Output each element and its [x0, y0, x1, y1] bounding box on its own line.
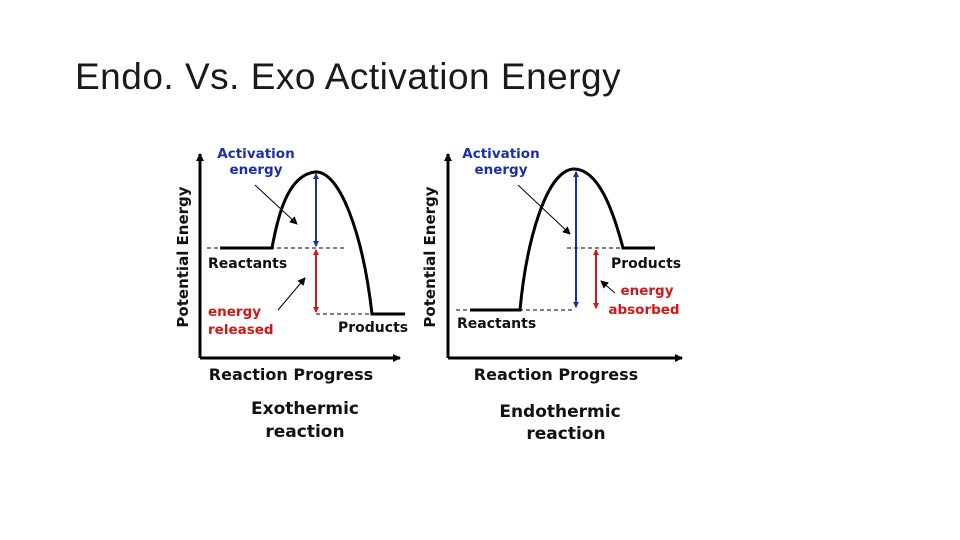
endo-products-label: Products [611, 256, 681, 272]
exo-products-label: Products [338, 320, 408, 336]
endo-x-axis-label: Reaction Progress [474, 365, 638, 384]
endo-caption-line1: Endothermic [499, 402, 620, 422]
exo-energy-released-line1: energy [208, 304, 261, 320]
exo-y-axis-label: Potential Energy [174, 186, 192, 327]
exothermic-panel: Potential Energy Activation energy React… [174, 146, 408, 442]
endo-absorbed-pointer [600, 280, 616, 294]
slide-title: Endo. Vs. Exo Activation Energy [75, 56, 622, 97]
exo-caption-line1: Exothermic [251, 399, 359, 419]
endo-caption-line2: reaction [526, 424, 605, 444]
endo-energy-curve [470, 167, 655, 312]
exo-energy-released-line2: released [208, 322, 274, 338]
exo-caption-line2: reaction [265, 422, 344, 442]
endo-activation-pointer [517, 184, 571, 235]
endo-activation-label-line1: Activation [462, 146, 539, 162]
activation-energy-figure: Potential Energy Activation energy React… [160, 140, 700, 450]
endo-energy-absorbed-line1: energy [620, 283, 673, 299]
endothermic-panel: Potential Energy Activation energy React… [421, 146, 683, 444]
activation-energy-diagrams: Potential Energy Activation energy React… [174, 146, 683, 444]
exo-energy-curve [220, 170, 405, 316]
exo-activation-pointer [254, 184, 298, 225]
exo-activation-label-line1: Activation [217, 146, 294, 162]
exo-x-axis-label: Reaction Progress [209, 365, 373, 384]
exo-released-pointer [277, 277, 306, 311]
exo-reactants-label: Reactants [208, 256, 287, 272]
endo-y-axis-label: Potential Energy [421, 186, 439, 327]
endo-reactants-label: Reactants [457, 316, 536, 332]
exo-activation-label-line2: energy [229, 162, 282, 178]
endo-activation-label-line2: energy [474, 162, 527, 178]
endo-energy-absorbed-line2: absorbed [608, 302, 679, 318]
